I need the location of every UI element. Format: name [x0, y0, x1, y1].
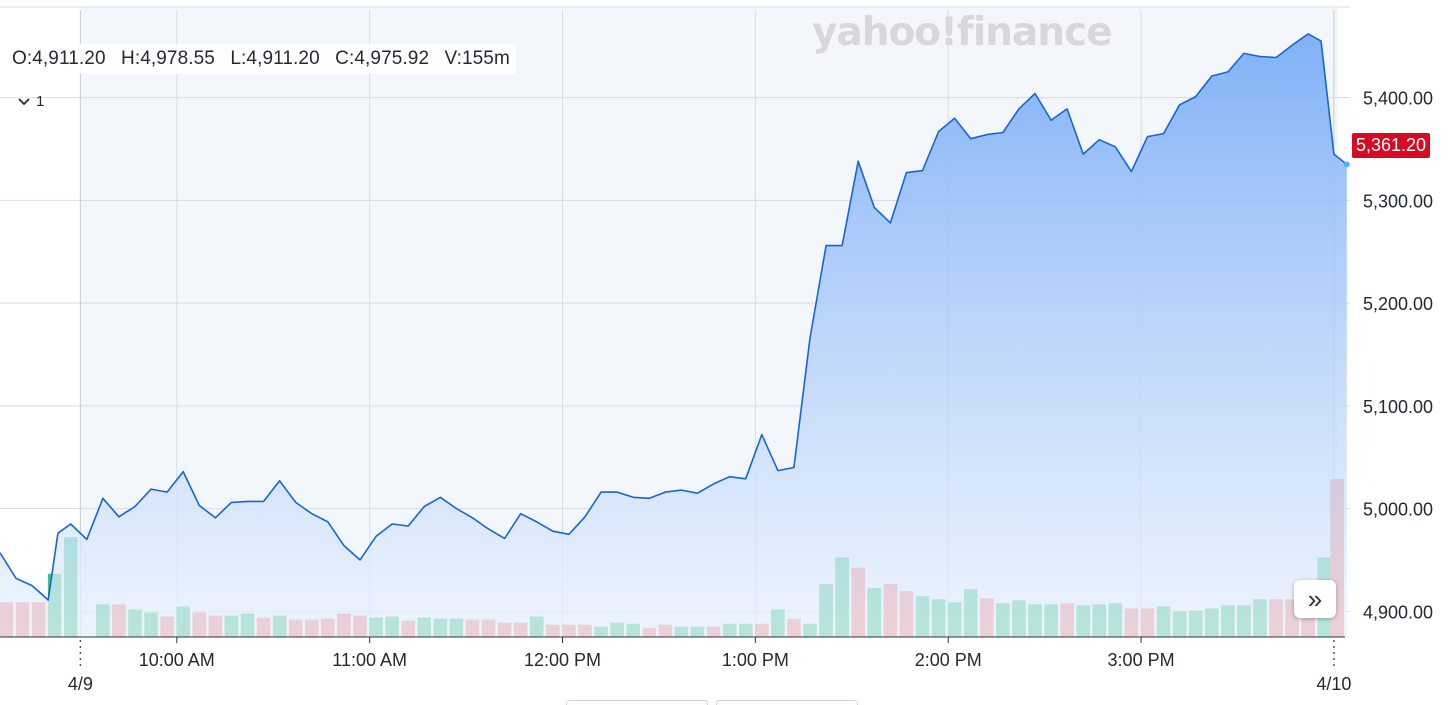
- open-value: O:4,911.20: [12, 48, 106, 69]
- y-tick-label: 5,400.00: [1363, 89, 1433, 109]
- y-tick-label: 5,200.00: [1363, 294, 1433, 314]
- y-tick-label: 5,100.00: [1363, 397, 1433, 417]
- current-price-tag: 5,361.20: [1352, 133, 1431, 158]
- date-label: 4/9: [68, 674, 93, 694]
- chevron-down-icon: [18, 97, 30, 105]
- x-tick-label: 3:00 PM: [1108, 650, 1175, 670]
- high-value: H:4,978.55: [121, 48, 215, 69]
- low-value: L:4,911.20: [230, 48, 320, 69]
- y-tick-label: 4,900.00: [1363, 602, 1433, 622]
- date-label: 4/10: [1316, 674, 1351, 694]
- bottom-control-fragment[interactable]: [716, 700, 858, 705]
- last-price-dot: [1343, 161, 1350, 168]
- scroll-to-latest-button[interactable]: »: [1294, 580, 1336, 618]
- y-axis: 4,900.00 5,000.00 5,100.00 5,200.00 5,300.00…: [1363, 89, 1433, 623]
- x-axis: 10:00 AM 11:00 AM 12:00 PM 1:00 PM 2:00 PM 3:…: [68, 637, 1351, 694]
- close-value: C:4,975.92: [335, 48, 430, 69]
- indicator-count: 1: [36, 93, 45, 110]
- x-tick-label: 10:00 AM: [139, 650, 215, 670]
- x-tick-label: 2:00 PM: [915, 650, 982, 670]
- indicator-collapse-toggle[interactable]: 1: [18, 93, 44, 110]
- price-area-fill: [0, 33, 1347, 637]
- x-tick-label: 12:00 PM: [524, 650, 601, 670]
- yahoo-finance-watermark: yahoo!finance: [812, 10, 1113, 55]
- x-tick-label: 11:00 AM: [332, 650, 407, 670]
- x-tick-label: 1:00 PM: [722, 650, 789, 670]
- price-line: [0, 33, 1348, 601]
- y-tick-label: 5,300.00: [1363, 191, 1433, 211]
- bottom-control-fragment[interactable]: [566, 700, 708, 705]
- volume-value: V:155m: [444, 48, 510, 69]
- ohlc-legend: O:4,911.20 H:4,978.55 L:4,911.20 C:4,975…: [6, 44, 516, 74]
- double-chevron-right-icon: »: [1307, 583, 1323, 614]
- y-tick-label: 5,000.00: [1363, 500, 1433, 520]
